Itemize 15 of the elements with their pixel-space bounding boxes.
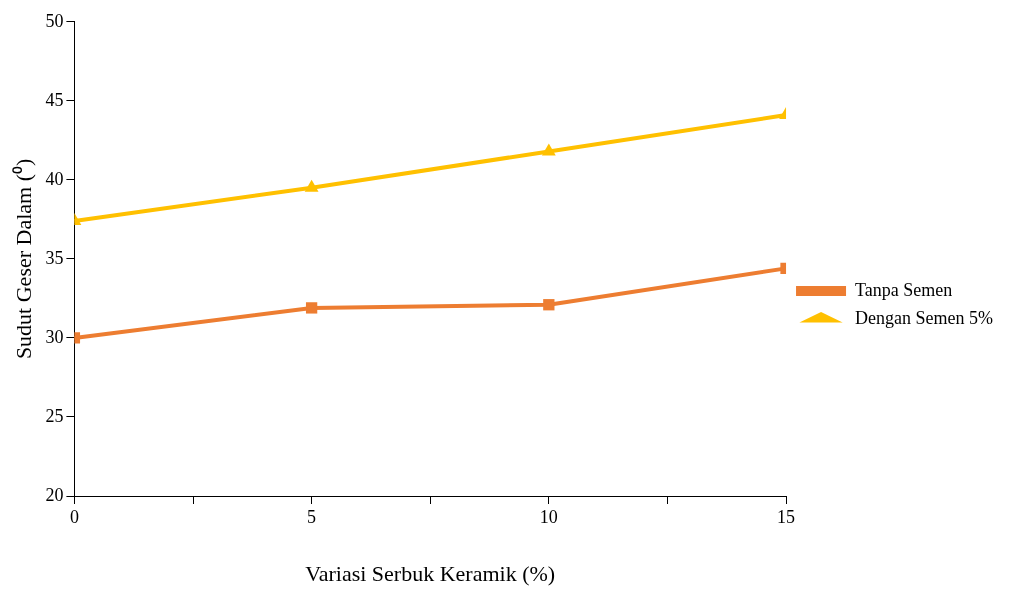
x-tick-label: 0	[69, 506, 79, 527]
y-tick-label: 45	[45, 89, 64, 110]
x-axis-title: Variasi Serbuk Keramik (%)	[305, 560, 556, 586]
legend-label: Dengan Semen 5%	[855, 307, 994, 328]
x-tick-label: 10	[539, 506, 558, 527]
y-tick-label: 40	[45, 168, 64, 189]
y-tick-label: 25	[45, 405, 64, 426]
y-tick-label: 20	[45, 484, 64, 505]
x-tick-label: 15	[777, 506, 796, 527]
y-tick-label: 50	[45, 10, 64, 31]
x-tick-label: 5	[307, 506, 317, 527]
y-tick-label: 35	[45, 247, 64, 268]
legend-label: Tanpa Semen	[855, 279, 953, 300]
y-axis-title: Sudut Geser Dalam (⁰)	[10, 158, 36, 360]
y-tick-label: 30	[45, 326, 64, 347]
